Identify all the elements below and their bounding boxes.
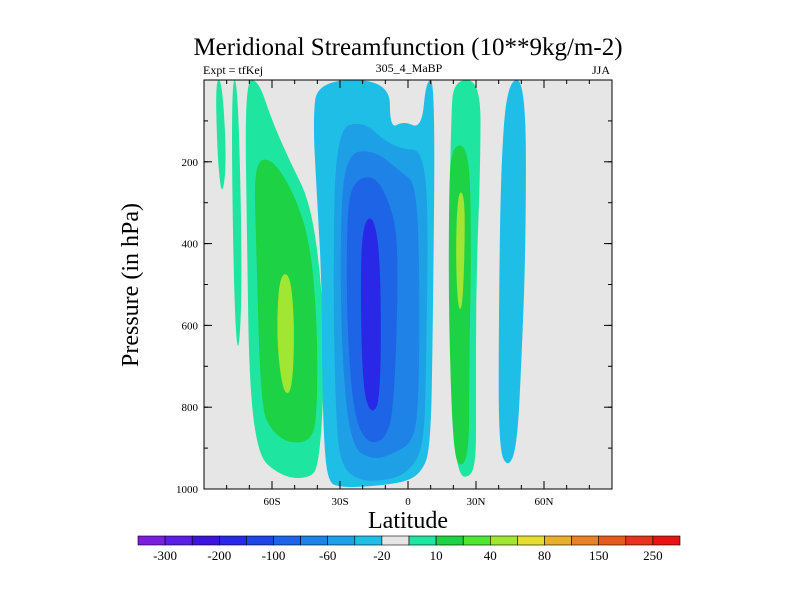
colorbar-label: -20 <box>373 548 390 563</box>
nh-positive-cell-contour <box>456 192 465 309</box>
x-axis-label: Latitude <box>368 508 448 534</box>
colorbar-label: -60 <box>319 548 336 563</box>
contour-regions <box>216 80 526 487</box>
colorbar-swatch <box>327 535 356 546</box>
colorbar-label: 80 <box>538 548 551 563</box>
x-tick-label: 30N <box>467 496 486 508</box>
contour-plot-area <box>204 80 612 489</box>
nh-negative-cell-contour <box>498 80 526 464</box>
colorbar-swatch <box>273 535 301 546</box>
colorbar-label: 250 <box>643 548 663 563</box>
colorbar-swatch <box>462 535 491 546</box>
season-label: JJA <box>592 63 610 77</box>
sh-negative-cell-contour <box>360 218 381 411</box>
colorbar-swatch <box>300 535 329 546</box>
x-tick-label: 60N <box>535 496 554 508</box>
y-axis-label: Pressure (in hPa) <box>118 203 144 367</box>
colorbar-swatch <box>354 535 383 546</box>
colorbar-swatch <box>381 535 410 546</box>
sh-positive-cell-contour <box>277 274 294 394</box>
colorbar-swatch <box>164 535 193 546</box>
colorbar-swatch <box>598 535 627 546</box>
x-tick-label: 60S <box>263 496 280 508</box>
colorbar-swatch <box>544 535 572 546</box>
colorbar-swatch <box>435 535 464 546</box>
x-tick-label: 0 <box>405 496 411 508</box>
chart-title: Meridional Streamfunction (10**9kg/m-2) <box>193 34 622 61</box>
colorbar-swatch <box>625 535 654 546</box>
y-tick-label: 600 <box>182 320 199 332</box>
colorbar-label: -200 <box>207 548 231 563</box>
colorbar-swatch <box>652 535 681 546</box>
colorbar-label: 40 <box>484 548 497 563</box>
colorbar-swatch <box>408 535 437 546</box>
y-tick-label: 400 <box>182 239 199 251</box>
colorbar-swatch <box>489 535 518 546</box>
x-tick-label: 30S <box>331 496 348 508</box>
y-tick-label: 800 <box>182 402 199 414</box>
colorbar: -300 -200 -100 -60 -20 10 40 80 150 250 <box>137 535 681 563</box>
colorbar-label: 10 <box>430 548 443 563</box>
colorbar-label: -100 <box>262 548 286 563</box>
colorbar-label: 150 <box>589 548 609 563</box>
y-tick-label: 1000 <box>176 484 199 496</box>
run-label: 305_4_MaBP <box>376 61 443 75</box>
colorbar-swatch <box>246 535 274 546</box>
plot-axes: 60S 30S 0 30N 60N 200 400 600 800 1000 <box>176 79 613 508</box>
sh-outer-positive-contour <box>232 80 242 346</box>
colorbar-swatch <box>137 535 166 546</box>
sh-outer-positive-contour <box>216 80 226 190</box>
colorbar-swatch <box>517 535 545 546</box>
y-tick-label: 200 <box>182 157 199 169</box>
colorbar-swatch <box>219 535 247 546</box>
colorbar-label: -300 <box>153 548 177 563</box>
experiment-label: Expt = tfKej <box>203 63 263 77</box>
colorbar-swatch <box>191 535 220 546</box>
colorbar-swatch <box>571 535 599 546</box>
